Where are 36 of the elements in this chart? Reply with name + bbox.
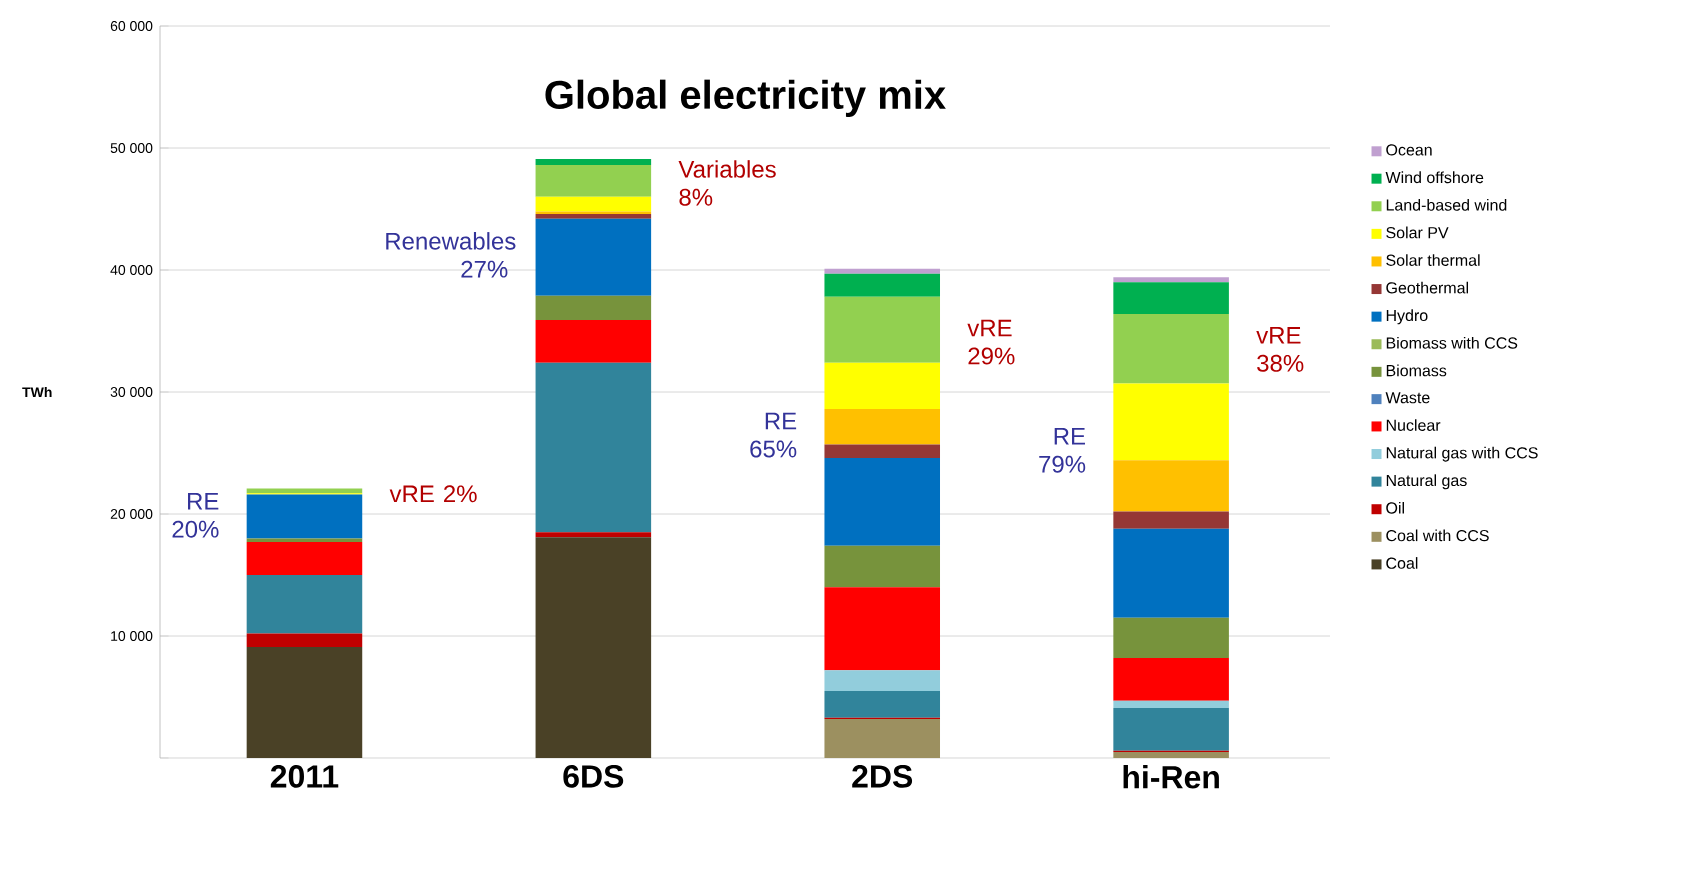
- annotation: vRE 38%: [1256, 327, 1304, 372]
- legend-label: Wind offshore: [1385, 171, 1484, 184]
- y-tick-label: 30 000: [110, 387, 153, 397]
- y-tick-label: 10 000: [111, 631, 153, 641]
- annotation: RE 20%: [172, 492, 219, 538]
- legend-label: Hydro: [1386, 309, 1428, 325]
- annotation: vRE 29%: [967, 319, 1015, 365]
- x-tick-label: 6DS: [563, 765, 624, 788]
- legend-label: Coal: [1386, 557, 1418, 569]
- y-tick-label: 50 000: [110, 143, 153, 153]
- y-tick-label: 20 000: [110, 509, 153, 519]
- text: Global electricity mix: [545, 79, 946, 117]
- legend-label: Geothermal: [1386, 281, 1469, 294]
- legend-label: Natural gas with CCS: [1386, 446, 1538, 462]
- legend-label: Biomass with CCS: [1386, 336, 1518, 349]
- legend-label: Coal with CCS: [1386, 529, 1489, 542]
- annotation: RE 79%: [1039, 428, 1086, 473]
- annotation: Renewables 27%: [386, 232, 516, 278]
- legend-label: Natural gas: [1386, 474, 1467, 490]
- legend-label: Solar PV: [1386, 226, 1449, 239]
- legend-label: Solar thermal: [1386, 254, 1480, 266]
- legend-label: Oil: [1386, 501, 1404, 514]
- legend-label: Land-based wind: [1386, 198, 1507, 211]
- x-tick-label: 2DS: [852, 765, 913, 788]
- y-tick-label: 60 000: [110, 21, 153, 31]
- legend-label: Waste: [1385, 392, 1430, 404]
- legend-label: Ocean: [1386, 144, 1432, 156]
- y-axis-title: TWh: [22, 386, 52, 398]
- legend-label: Biomass: [1386, 364, 1447, 377]
- annotation: RE 65%: [750, 412, 797, 458]
- annotation: Variables 8%: [678, 160, 776, 206]
- y-tick-label: 40 000: [110, 265, 153, 275]
- x-tick-label: 2011: [270, 765, 339, 788]
- x-tick-label: hi-Ren: [1123, 765, 1219, 789]
- legend-label: Nuclear: [1386, 419, 1441, 431]
- annotation: vRE 2%: [389, 485, 477, 503]
